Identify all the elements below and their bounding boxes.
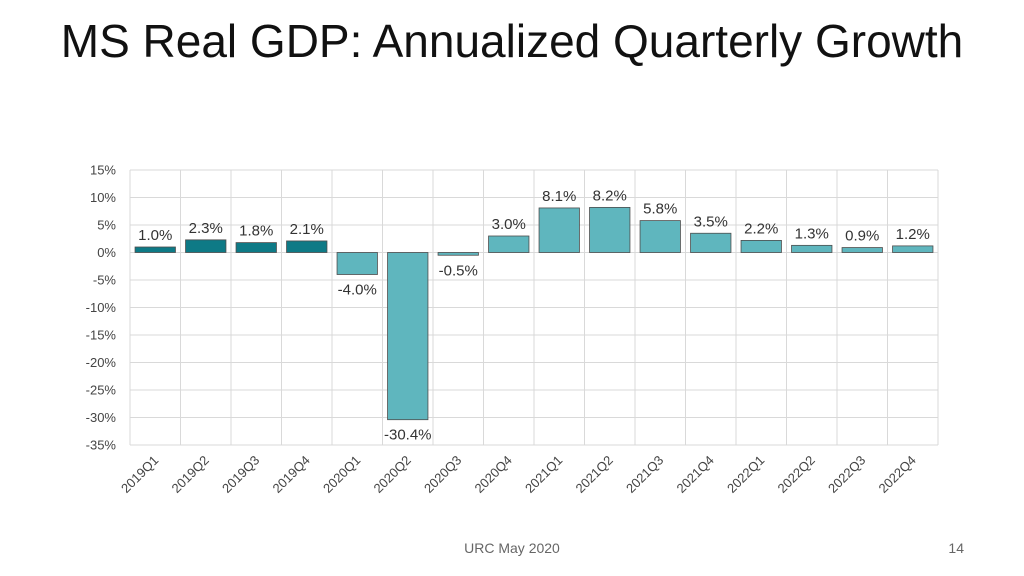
data-label: 8.1% [542, 188, 576, 205]
data-label: -4.0% [338, 282, 377, 299]
bar-2021q2 [589, 206, 631, 253]
x-tick-label: 2020Q3 [421, 453, 464, 496]
y-tick-label: 15% [90, 163, 116, 178]
y-tick-label: -25% [86, 383, 117, 398]
data-label: -0.5% [439, 262, 478, 279]
bar-2022q1 [740, 239, 782, 253]
x-tick-label: 2019Q2 [169, 453, 212, 496]
bar-2020q2 [387, 252, 429, 421]
data-label: 0.9% [845, 228, 879, 245]
y-tick-label: 5% [97, 218, 116, 233]
data-label: 2.3% [189, 220, 223, 237]
y-tick-label: -35% [86, 438, 117, 453]
data-label: 5.8% [643, 201, 677, 218]
y-axis-ticks: 15% 10% 5% 0% -5% -10% -15% -20% -25% -30% -35% [86, 163, 117, 453]
y-tick-label: -10% [86, 300, 117, 315]
data-labels: 1.0% 2.3% 1.8% 2.1% -4.0% -30.4% -0.5% 3.0% 8.1%… [138, 187, 930, 443]
x-tick-label: 2019Q1 [118, 453, 161, 496]
y-tick-label: 10% [90, 190, 116, 205]
x-tick-label: 2021Q1 [522, 453, 565, 496]
y-tick-label: -5% [93, 273, 117, 288]
data-label: 1.2% [896, 226, 930, 243]
chart-bars [134, 206, 934, 421]
bar-2022q3 [841, 247, 883, 253]
x-tick-label: 2019Q4 [270, 453, 313, 496]
bar-2020q4 [488, 235, 530, 253]
bar-2022q4 [892, 245, 934, 253]
data-label: 2.2% [744, 220, 778, 237]
gdp-bar-chart: 15% 10% 5% 0% -5% -10% -15% -20% -25% -30% -35% 20… [86, 163, 939, 496]
bar-2020q3 [437, 252, 479, 256]
x-tick-label: 2020Q4 [472, 453, 515, 496]
bar-2019q4 [286, 240, 328, 253]
x-tick-label: 2022Q4 [876, 453, 919, 496]
y-tick-label: -30% [86, 410, 117, 425]
bar-2019q1 [134, 246, 176, 253]
x-tick-label: 2020Q2 [371, 453, 414, 496]
data-label: 3.5% [694, 213, 728, 230]
x-tick-label: 2022Q3 [825, 453, 868, 496]
footer-source: URC May 2020 [464, 540, 560, 556]
data-label: 1.0% [138, 227, 172, 244]
y-tick-label: -15% [86, 328, 117, 343]
bar-2019q2 [185, 239, 227, 253]
data-label: 1.8% [239, 223, 273, 240]
x-tick-label: 2021Q2 [573, 453, 616, 496]
chart-grid [129, 169, 939, 446]
x-tick-label: 2021Q4 [674, 453, 717, 496]
data-label: 8.2% [593, 187, 627, 204]
bar-2020q1 [336, 252, 378, 275]
data-label: -30.4% [384, 427, 432, 444]
data-label: 3.0% [492, 216, 526, 233]
x-tick-label: 2022Q1 [724, 453, 767, 496]
bar-2021q1 [538, 207, 580, 253]
x-axis-ticks: 2019Q1 2019Q2 2019Q3 2019Q4 2020Q1 2020Q2 2020… [118, 453, 919, 496]
bar-2021q3 [639, 220, 681, 253]
x-tick-label: 2020Q1 [320, 453, 363, 496]
bar-2021q4 [690, 232, 732, 253]
page-number: 14 [948, 540, 964, 556]
slide-title: MS Real GDP: Annualized Quarterly Growth [60, 15, 964, 67]
y-tick-label: -20% [86, 355, 117, 370]
bar-2022q2 [791, 244, 833, 253]
x-tick-label: 2019Q3 [219, 453, 262, 496]
data-label: 2.1% [290, 221, 324, 238]
x-tick-label: 2021Q3 [623, 453, 666, 496]
x-tick-label: 2022Q2 [775, 453, 818, 496]
bar-2019q3 [235, 242, 277, 253]
y-tick-label: 0% [97, 245, 116, 260]
data-label: 1.3% [795, 225, 829, 242]
